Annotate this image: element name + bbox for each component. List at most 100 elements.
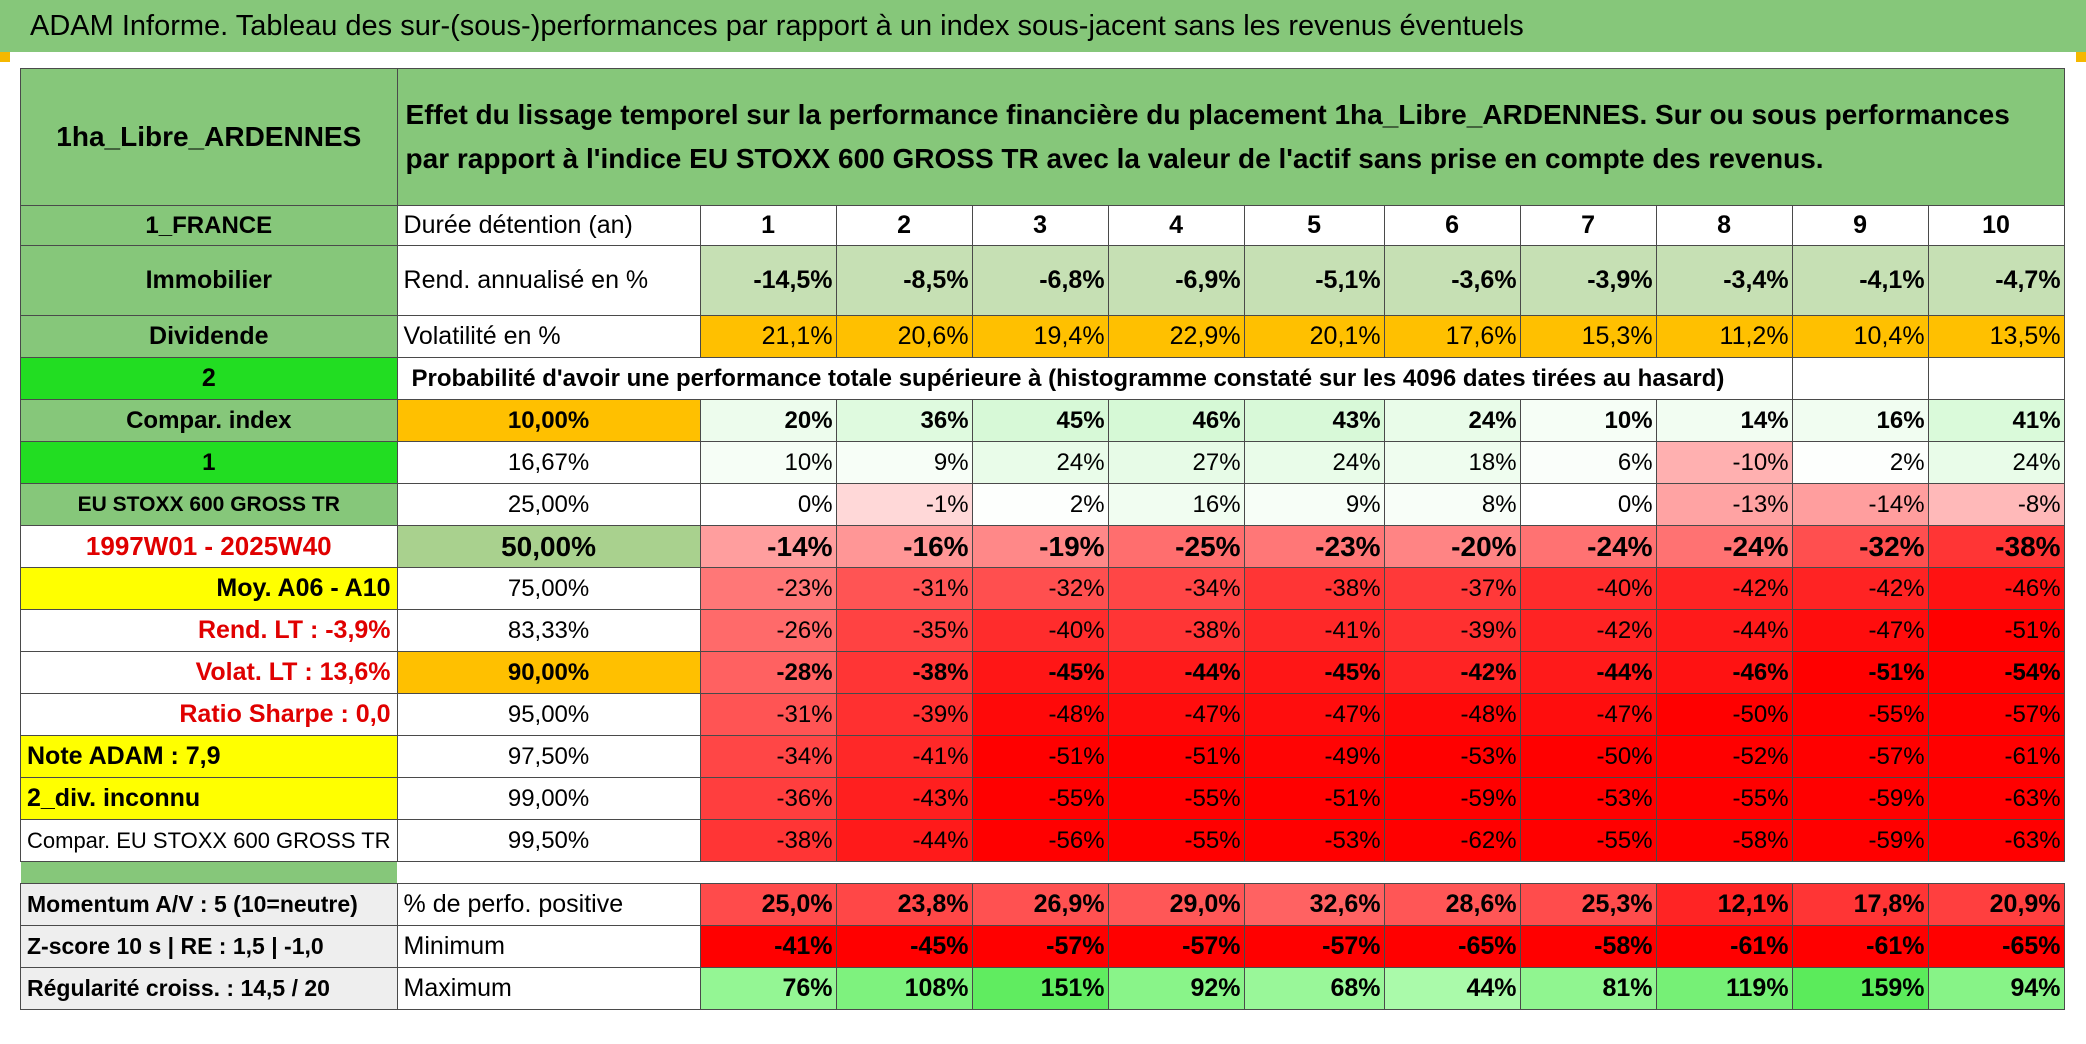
quantile-cell: -55% [1519, 819, 1657, 862]
quantile-cell: -47% [1243, 693, 1385, 736]
quantile-cell: -63% [1927, 819, 2065, 862]
year-header: 9 [1791, 205, 1929, 246]
quantile-cell: -59% [1383, 777, 1521, 820]
bottom-row-label: Minimum [396, 925, 701, 968]
rend-cell: -6,9% [1107, 245, 1245, 316]
quantile-cell: 24% [1243, 441, 1385, 484]
quantile-cell: 9% [1243, 483, 1385, 526]
year-header: 6 [1383, 205, 1521, 246]
bottom-row-label: Maximum [396, 967, 701, 1010]
quantile-cell: -13% [1655, 483, 1793, 526]
bottom-cell: 28,6% [1383, 883, 1521, 926]
quantile-label: 75,00% [396, 567, 701, 610]
quantile-cell: -42% [1519, 609, 1657, 652]
bottom-cell: 25,3% [1519, 883, 1657, 926]
quantile-cell: -47% [1519, 693, 1657, 736]
quantile-cell: -52% [1655, 735, 1793, 778]
bottom-cell: -61% [1655, 925, 1793, 968]
quantile-cell: 10% [1519, 399, 1657, 442]
quantile-cell: -28% [699, 651, 837, 694]
bottom-cell: -57% [971, 925, 1109, 968]
note-label: Note ADAM : 7,9 [20, 735, 398, 778]
quantile-cell: 24% [1383, 399, 1521, 442]
quantile-cell: -31% [699, 693, 837, 736]
quantile-cell: -63% [1927, 777, 2065, 820]
rend-cell: -14,5% [699, 245, 837, 316]
quantile-cell: -43% [835, 777, 973, 820]
vol-cell: 21,1% [699, 315, 837, 358]
quantile-cell: -39% [835, 693, 973, 736]
report-title: ADAM Informe. Tableau des sur-(sous-)per… [0, 0, 2086, 52]
quantile-cell: -38% [1243, 567, 1385, 610]
bottom-cell: 32,6% [1243, 883, 1385, 926]
bottom-cell: 12,1% [1655, 883, 1793, 926]
year-header: 3 [971, 205, 1109, 246]
quantile-cell: -47% [1107, 693, 1245, 736]
period-label: 1997W01 - 2025W40 [20, 525, 398, 568]
quantile-cell: -53% [1383, 735, 1521, 778]
quantile-cell: -51% [1927, 609, 2065, 652]
rend-label: Rend. annualisé en % [396, 245, 701, 316]
quantile-cell: -24% [1519, 525, 1657, 568]
quantile-cell: -37% [1383, 567, 1521, 610]
quantile-cell: 8% [1383, 483, 1521, 526]
country-label: 1_FRANCE [20, 205, 398, 246]
quantile-cell: 41% [1927, 399, 2065, 442]
rend-cell: -4,7% [1927, 245, 2065, 316]
year-header: 7 [1519, 205, 1657, 246]
rend-cell: -4,1% [1791, 245, 1929, 316]
quantile-cell: 6% [1519, 441, 1657, 484]
quantile-cell: -45% [1243, 651, 1385, 694]
quantile-cell: -34% [699, 735, 837, 778]
quantile-cell: -51% [971, 735, 1109, 778]
bottom-cell: 17,8% [1791, 883, 1929, 926]
vol-cell: 22,9% [1107, 315, 1245, 358]
vol-cell: 10,4% [1791, 315, 1929, 358]
quantile-cell: -42% [1655, 567, 1793, 610]
year-header: 8 [1655, 205, 1793, 246]
quantile-cell: -48% [1383, 693, 1521, 736]
quantile-cell: -20% [1383, 525, 1521, 568]
quantile-cell: -41% [1243, 609, 1385, 652]
type-label: Dividende [20, 315, 398, 358]
quantile-cell: -41% [835, 735, 973, 778]
quantile-cell: -47% [1791, 609, 1929, 652]
quantile-cell: -31% [835, 567, 973, 610]
div-label: 2_div. inconnu [20, 777, 398, 820]
quantile-cell: -55% [1655, 777, 1793, 820]
blank-cell [1791, 357, 1929, 400]
bottom-cell: 108% [835, 967, 973, 1010]
quantile-cell: -23% [699, 567, 837, 610]
vol-cell: 17,6% [1383, 315, 1521, 358]
quantile-label: 95,00% [396, 693, 701, 736]
quantile-cell: -8% [1927, 483, 2065, 526]
bottom-cell: 81% [1519, 967, 1657, 1010]
quantile-cell: 24% [1927, 441, 2065, 484]
quantile-cell: -44% [835, 819, 973, 862]
blank-cell [1927, 357, 2065, 400]
quantile-cell: -50% [1655, 693, 1793, 736]
quantile-cell: 0% [699, 483, 837, 526]
quantile-cell: -16% [835, 525, 973, 568]
quantile-label: 97,50% [396, 735, 701, 778]
quantile-cell: 2% [1791, 441, 1929, 484]
quantile-cell: -38% [699, 819, 837, 862]
quantile-cell: 20% [699, 399, 837, 442]
quantile-cell: -56% [971, 819, 1109, 862]
quantile-cell: -42% [1383, 651, 1521, 694]
quantile-cell: -59% [1791, 777, 1929, 820]
quantile-label: 50,00% [396, 525, 701, 568]
volat-lt-label: Volat. LT : 13,6% [20, 651, 398, 694]
bottom-cell: -61% [1791, 925, 1929, 968]
quantile-cell: -23% [1243, 525, 1385, 568]
quantile-cell: -42% [1791, 567, 1929, 610]
year-header: 10 [1927, 205, 2065, 246]
year-header: 5 [1243, 205, 1385, 246]
vol-cell: 19,4% [971, 315, 1109, 358]
year-header: 1 [699, 205, 837, 246]
bottom-cell: 94% [1927, 967, 2065, 1010]
bottom-cell: 20,9% [1927, 883, 2065, 926]
bottom-cell: 26,9% [971, 883, 1109, 926]
bottom-cell: -57% [1243, 925, 1385, 968]
moy-label: Moy. A06 - A10 [20, 567, 398, 610]
